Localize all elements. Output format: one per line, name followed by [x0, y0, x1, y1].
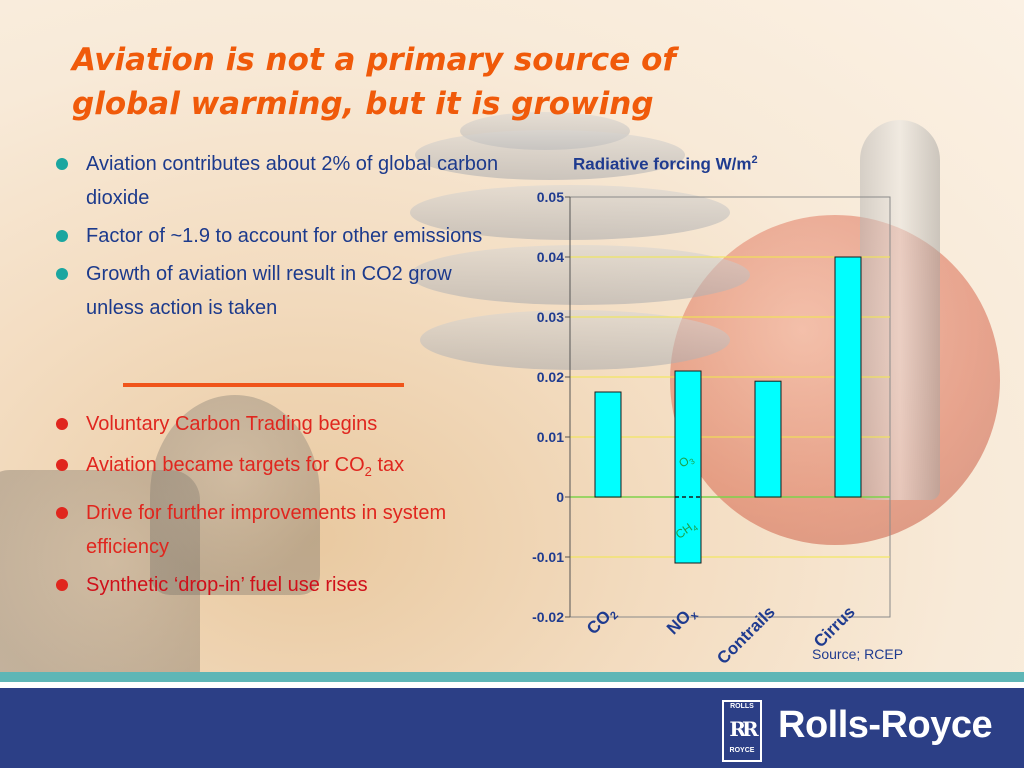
bullet-list-actions: Voluntary Carbon Trading begins Aviation…: [52, 407, 502, 609]
x-category-label: Contrails: [713, 602, 779, 668]
bullet-item: Aviation contributes about 2% of global …: [52, 147, 502, 215]
bullet-item: Drive for further improvements in system…: [52, 496, 502, 564]
slide-title-line1: Aviation is not a primary source of: [72, 42, 676, 78]
bullet-item: Factor of ~1.9 to account for other emis…: [52, 219, 502, 253]
bullet-dot-icon: [56, 418, 68, 430]
bar: [674, 370, 702, 564]
bar: [834, 256, 862, 498]
y-tick-label: 0.05: [537, 189, 564, 205]
section-divider: [123, 383, 404, 387]
bullet-dot-icon: [56, 579, 68, 591]
footer-bar: [0, 688, 1024, 768]
y-tick-label: -0.02: [532, 609, 564, 625]
brand-wordmark: Rolls-Royce: [778, 704, 993, 746]
source-note: Source; RCEP: [812, 646, 904, 662]
bullet-item: Synthetic ‘drop-in’ fuel use rises: [52, 568, 502, 602]
bullet-dot-icon: [56, 158, 68, 170]
y-tick-label: 0.03: [537, 309, 564, 325]
bar: [754, 380, 782, 498]
bullet-dot-icon: [56, 268, 68, 280]
x-category-label: NOx: [663, 602, 702, 641]
y-tick-label: 0.02: [537, 369, 564, 385]
y-tick-label: 0: [556, 489, 564, 505]
x-category-label: CO2: [583, 602, 621, 640]
bullet-list-facts: Aviation contributes about 2% of global …: [52, 147, 502, 329]
bullet-item: Aviation became targets for CO2 tax: [52, 448, 502, 489]
bullet-dot-icon: [56, 507, 68, 519]
bullet-item: Growth of aviation will result in CO2 gr…: [52, 257, 502, 325]
y-tick-label: -0.01: [532, 549, 564, 565]
y-tick-label: 0.01: [537, 429, 564, 445]
slide-title: Aviation is not a primary source of glob…: [72, 38, 872, 126]
footer-stripe: [0, 682, 1024, 688]
rolls-royce-badge-logo: ROLLS RR ROYCE: [722, 700, 762, 762]
x-category-label: Cirrus: [810, 602, 859, 651]
chart-title: Radiative forcing W/m2: [573, 154, 758, 174]
bullet-dot-icon: [56, 459, 68, 471]
footer-stripe: [0, 672, 1024, 682]
bullet-dot-icon: [56, 230, 68, 242]
y-tick-label: 0.04: [537, 249, 564, 265]
slide-title-line2: global warming, but it is growing: [72, 86, 654, 122]
bar: [594, 391, 622, 498]
bullet-item: Voluntary Carbon Trading begins: [52, 407, 502, 441]
